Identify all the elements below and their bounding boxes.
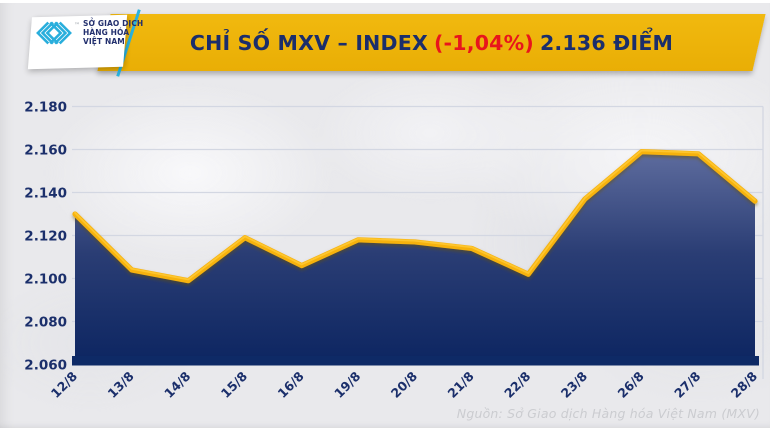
y-tick-label: 2.180 <box>24 100 67 116</box>
background-canvas: CHỈ SỐ MXV – INDEX (-1,04%) 2.136 ĐIỂM ™… <box>0 3 770 428</box>
logo-text-line1: SỞ GIAO DỊCH <box>83 19 144 28</box>
y-tick-label: 2.100 <box>24 272 67 288</box>
y-tick-label: 2.080 <box>24 315 67 331</box>
logo-text-line2: HÀNG HÓA <box>83 27 130 37</box>
chart-title: CHỈ SỐ MXV – INDEX (-1,04%) 2.136 ĐIỂM <box>104 14 759 71</box>
x-axis-labels: 12/8 13/8 14/8 15/8 16/8 19/8 20/8 21/8 22/8 23/8… <box>48 369 760 401</box>
y-tick-label: 2.120 <box>24 229 67 245</box>
x-tick-label: 19/8 <box>331 369 363 401</box>
y-axis-labels: 2.180 2.160 2.140 2.120 2.100 2.080 2.060 <box>24 100 67 374</box>
area-fill <box>75 151 755 365</box>
index-line <box>72 149 758 284</box>
x-axis-baseline <box>72 356 759 366</box>
y-tick-label: 2.060 <box>24 358 67 374</box>
x-tick-label: 20/8 <box>388 369 420 401</box>
mxv-logo: ™ SỞ GIAO DỊCH HÀNG HÓA VIỆT NAM <box>35 19 144 46</box>
y-tick-label: 2.160 <box>24 143 67 159</box>
title-main: CHỈ SỐ MXV – INDEX <box>189 30 428 55</box>
logo-text-line3: VIỆT NAM <box>83 36 125 46</box>
trademark-symbol: ™ <box>74 21 80 29</box>
x-tick-label: 23/8 <box>558 369 590 401</box>
x-tick-label: 22/8 <box>501 369 533 401</box>
title-value: 2.136 ĐIỂM <box>539 30 674 55</box>
x-tick-label: 28/8 <box>728 369 760 401</box>
x-tick-label: 14/8 <box>161 369 193 401</box>
title-change-percent: (-1,04%) <box>433 30 534 55</box>
x-tick-label: 13/8 <box>104 369 136 401</box>
source-caption: Nguồn: Sở Giao dịch Hàng hóa Việt Nam (M… <box>456 406 760 421</box>
mxv-chevron-logo-icon <box>36 21 72 45</box>
x-tick-label: 27/8 <box>671 369 703 401</box>
y-tick-label: 2.140 <box>24 186 67 202</box>
x-tick-label: 15/8 <box>218 369 250 401</box>
x-tick-label: 16/8 <box>274 369 306 401</box>
x-tick-label: 26/8 <box>614 369 646 401</box>
x-tick-label: 21/8 <box>444 369 476 401</box>
